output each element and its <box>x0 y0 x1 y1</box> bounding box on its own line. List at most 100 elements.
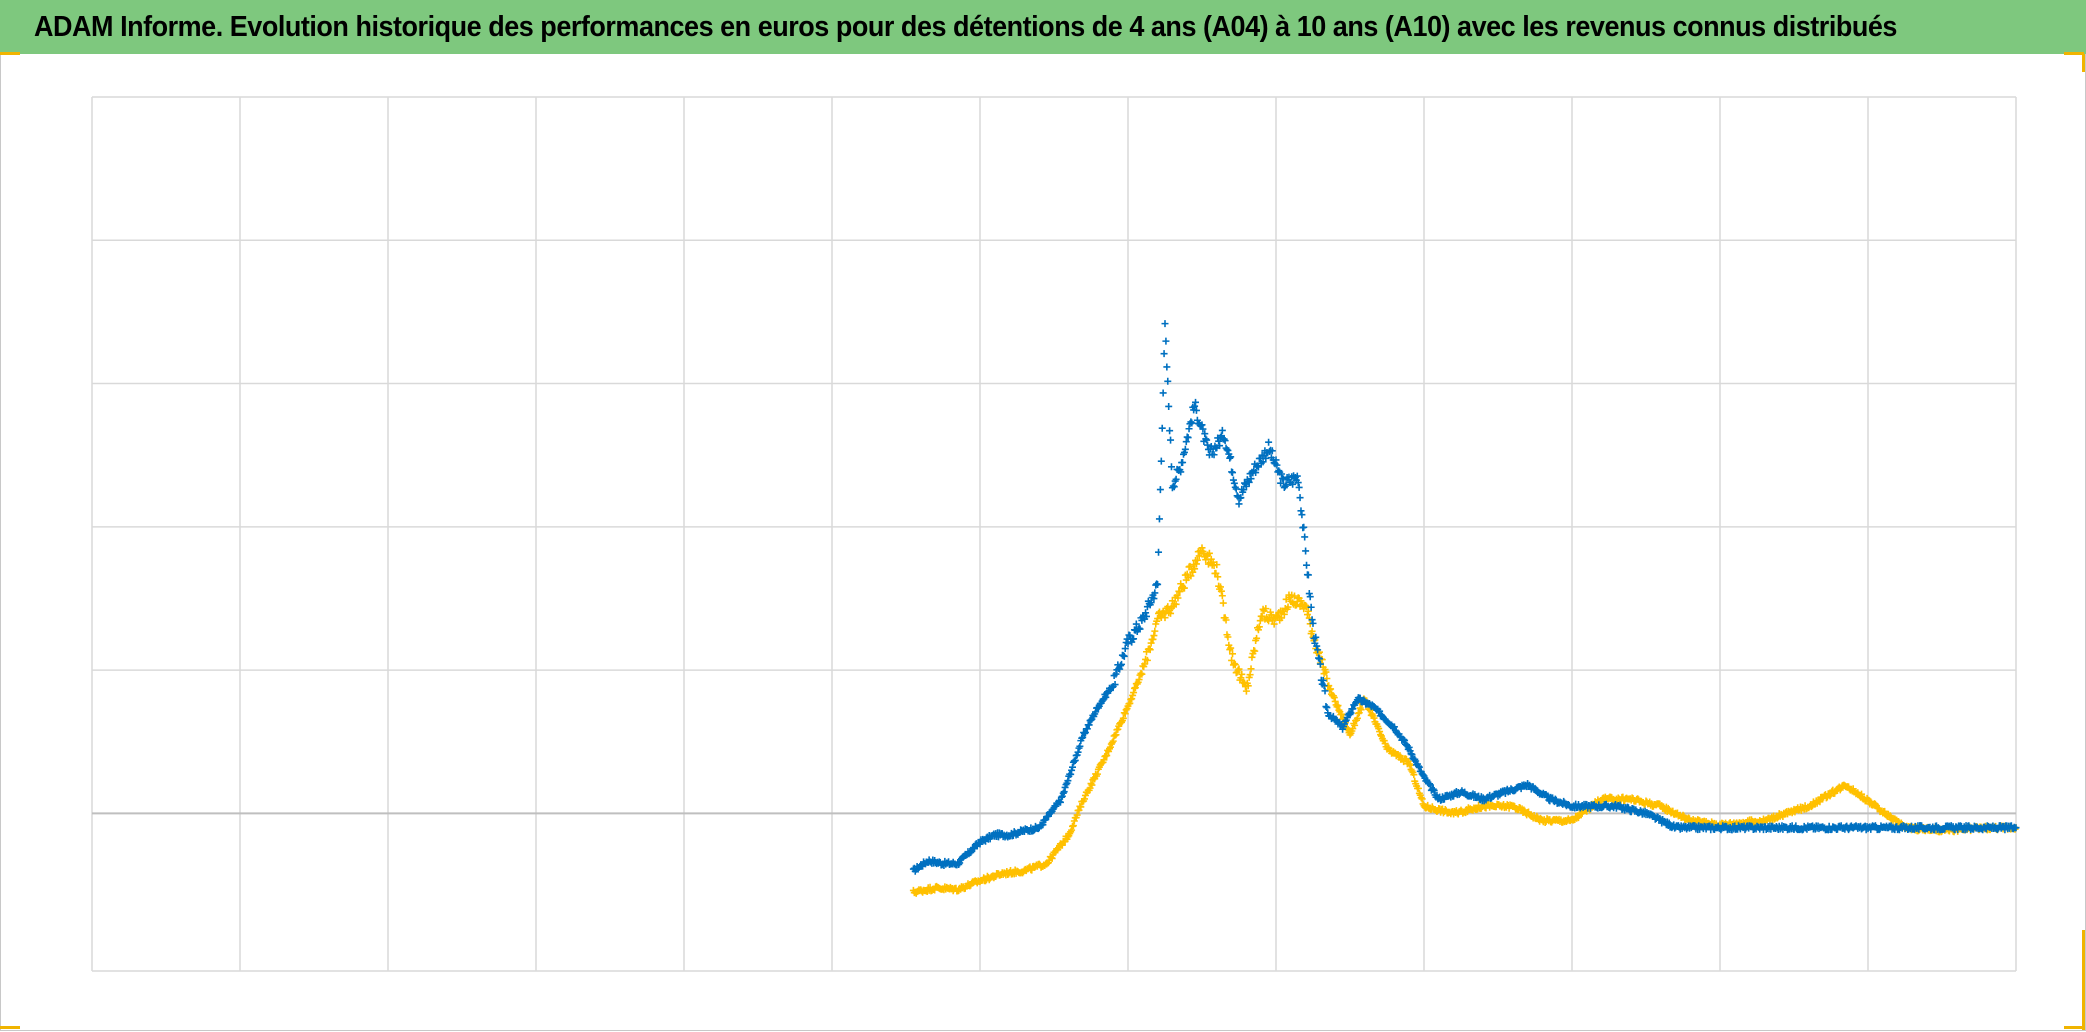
data-point-marker <box>1214 573 1222 581</box>
data-point-marker <box>1417 794 1425 802</box>
data-point-marker <box>1143 612 1150 620</box>
data-point-marker <box>1202 435 1210 443</box>
data-point-marker <box>1150 595 1158 603</box>
data-point-marker <box>1126 699 1134 707</box>
data-point-marker <box>1308 627 1316 635</box>
data-point-marker <box>1247 475 1255 483</box>
data-point-marker <box>1278 614 1286 622</box>
data-point-marker <box>1240 678 1248 686</box>
data-point-marker <box>1254 463 1262 471</box>
data-point-marker <box>1192 406 1200 414</box>
data-point-marker <box>1282 595 1290 603</box>
data-point-marker <box>1406 761 1414 769</box>
data-point-marker <box>1180 448 1188 456</box>
data-point-marker <box>1230 660 1238 668</box>
data-point-marker <box>1116 665 1124 673</box>
data-point-marker <box>1405 760 1413 768</box>
data-point-marker <box>1220 435 1228 443</box>
data-point-marker <box>1242 687 1250 695</box>
data-point-marker <box>1259 458 1267 466</box>
data-point-marker <box>1130 635 1138 643</box>
data-point-marker <box>1242 482 1250 490</box>
data-point-marker <box>1410 771 1418 779</box>
data-point-marker <box>1193 556 1201 564</box>
data-point-marker <box>1429 785 1437 793</box>
data-point-marker <box>1157 457 1165 465</box>
grid-lines <box>91 96 2017 972</box>
data-point-marker <box>1229 469 1237 477</box>
data-point-marker <box>1224 447 1232 455</box>
data-point-marker <box>1048 854 1056 862</box>
data-point-marker <box>1126 632 1134 640</box>
data-point-marker <box>1293 472 1301 480</box>
data-point-marker <box>1377 731 1385 739</box>
data-point-marker <box>1221 437 1229 445</box>
data-point-marker <box>1172 475 1180 483</box>
data-point-marker <box>1426 781 1434 789</box>
data-point-marker <box>1093 770 1101 778</box>
data-point-marker <box>1092 708 1100 716</box>
data-point-marker <box>1227 453 1235 461</box>
data-point-marker <box>1179 459 1187 467</box>
data-point-marker <box>1119 714 1127 722</box>
corner-handle-top-right[interactable] <box>2064 52 2084 55</box>
data-point-marker <box>1088 781 1096 789</box>
data-point-marker <box>1247 665 1255 673</box>
data-point-marker <box>1071 756 1079 764</box>
data-point-marker <box>1315 655 1323 663</box>
data-point-marker <box>1426 780 1434 788</box>
data-point-marker <box>1121 645 1129 653</box>
data-point-marker <box>1248 653 1256 661</box>
data-point-marker <box>1334 702 1342 710</box>
data-point-marker <box>1414 784 1422 792</box>
data-point-marker <box>1326 686 1334 694</box>
corner-handle-right-side[interactable] <box>2082 54 2085 72</box>
data-point-marker <box>1174 594 1182 602</box>
data-point-marker <box>1273 461 1281 469</box>
data-point-marker <box>1147 599 1155 607</box>
data-point-marker <box>1165 402 1173 410</box>
data-point-marker <box>1323 675 1331 683</box>
data-point-marker <box>1323 704 1331 712</box>
data-point-marker <box>1400 736 1408 744</box>
data-point-marker <box>1162 337 1170 345</box>
data-point-marker <box>1111 681 1119 689</box>
data-point-marker <box>1237 494 1245 502</box>
data-point-marker <box>1166 427 1174 435</box>
data-point-marker <box>1282 481 1290 489</box>
data-point-marker <box>1122 706 1130 714</box>
data-point-marker <box>1198 544 1206 552</box>
data-point-marker <box>1278 470 1286 478</box>
data-point-marker <box>1064 777 1072 785</box>
data-point-marker <box>1822 794 1830 802</box>
corner-handle-top-left[interactable] <box>0 52 20 55</box>
data-point-marker <box>1414 762 1422 770</box>
data-point-marker <box>1204 441 1212 449</box>
data-point-marker <box>1312 633 1320 641</box>
data-point-marker <box>1279 475 1287 483</box>
data-point-marker <box>1252 469 1260 477</box>
data-point-marker <box>1816 798 1824 806</box>
data-point-marker <box>1296 494 1304 502</box>
data-point-marker <box>1205 549 1213 557</box>
data-point-marker <box>1415 763 1423 771</box>
data-point-marker <box>1289 480 1297 488</box>
data-point-marker <box>1237 674 1245 682</box>
data-point-marker <box>1322 703 1330 711</box>
data-point-marker <box>1679 811 1687 819</box>
corner-handle-bottom-right[interactable] <box>2064 1026 2084 1029</box>
data-point-marker <box>1183 570 1191 578</box>
data-point-marker <box>1230 479 1238 487</box>
chart-title: ADAM Informe. Evolution historique des p… <box>34 10 1897 43</box>
data-point-marker <box>1216 442 1224 450</box>
data-point-marker <box>1255 623 1263 631</box>
data-point-marker <box>1102 693 1110 701</box>
data-point-marker <box>1226 454 1234 462</box>
data-point-marker <box>1192 398 1200 406</box>
data-point-marker <box>1280 610 1288 618</box>
side-handle-right-lower[interactable] <box>2082 930 2085 1030</box>
corner-handle-bottom-left[interactable] <box>0 1026 20 1029</box>
data-point-marker <box>1209 558 1217 566</box>
data-point-marker <box>1235 665 1243 673</box>
